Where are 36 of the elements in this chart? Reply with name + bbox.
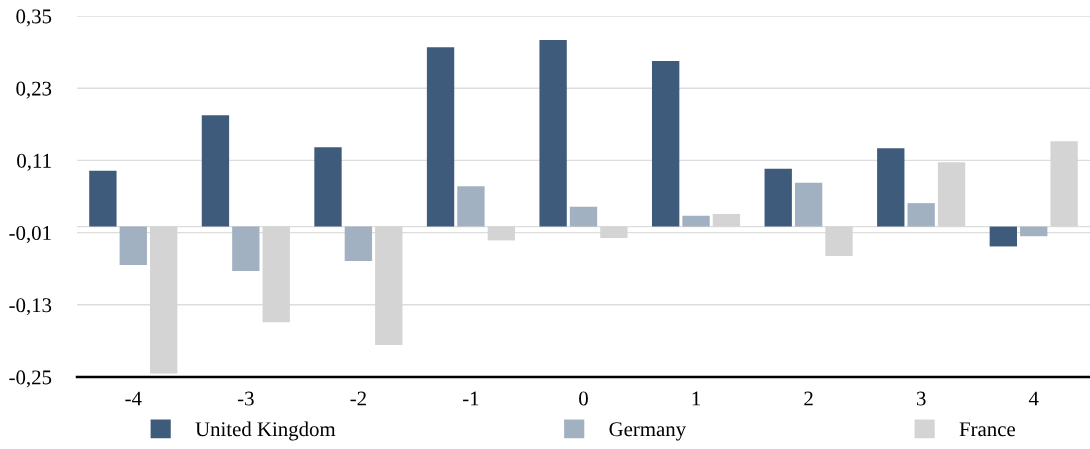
bar [201, 115, 230, 227]
bar [89, 170, 117, 227]
bar [539, 40, 567, 227]
bar [119, 226, 147, 266]
bar [651, 61, 680, 227]
bar [907, 203, 935, 227]
x-tick-label: -3 [237, 391, 254, 406]
x-tick-label: -2 [350, 391, 366, 406]
y-tick-label: -0,01 [9, 225, 51, 244]
y-tick-label: 0,23 [16, 81, 52, 99]
legend-label: Germany [609, 422, 687, 441]
x-tick-label: 1 [692, 391, 701, 406]
x-tick-label: 2 [804, 391, 813, 406]
bar [457, 186, 485, 227]
bar [344, 226, 373, 261]
y-tick-label: -0,25 [9, 370, 52, 388]
y-tick-label: 0,35 [16, 9, 52, 27]
bar [764, 168, 792, 227]
legend-label: United Kingdom [195, 421, 336, 441]
bar [569, 206, 598, 227]
y-tick-label: 0,11 [17, 153, 51, 171]
y-tick-label: -0,13 [9, 298, 52, 316]
x-tick-label: -4 [125, 391, 142, 406]
x-tick-label: 3 [916, 391, 926, 406]
x-tick-label: 4 [1028, 391, 1039, 406]
bar [794, 182, 823, 227]
bar [232, 226, 260, 272]
bar [314, 147, 342, 227]
x-tick-label: -1 [463, 391, 479, 406]
bar [877, 148, 905, 227]
bar [682, 215, 710, 227]
bar [426, 47, 455, 227]
bar [1020, 226, 1048, 237]
bar [989, 226, 1018, 247]
legend-label: France [959, 422, 1015, 437]
x-tick-label: 0 [579, 391, 588, 406]
